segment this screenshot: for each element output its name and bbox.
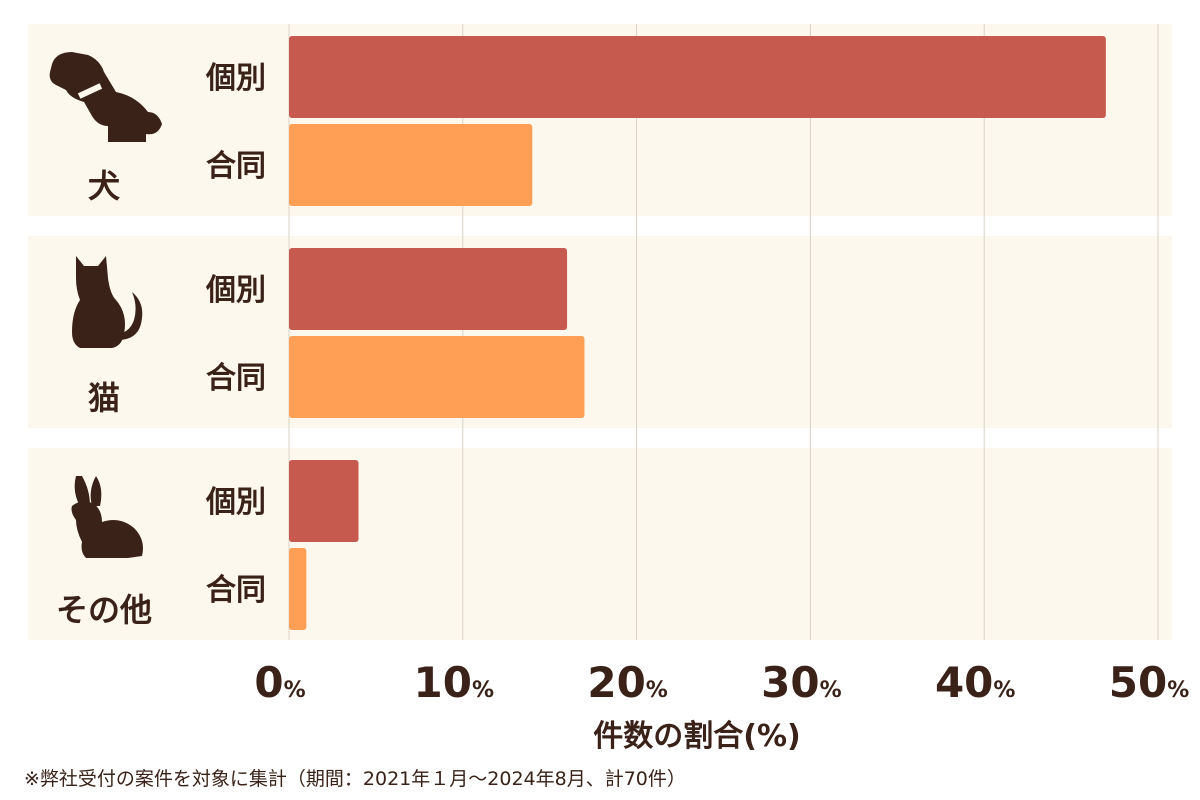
bar [289,124,533,206]
category-label: 犬 [88,167,120,205]
x-tick-label: 20% [587,658,668,707]
category-label: その他 [56,591,152,629]
icons [49,52,162,558]
x-axis-title: 件数の割合(%) [593,719,800,754]
cat-icon [72,256,143,348]
bar [289,548,307,630]
bar-label: 合同 [206,573,266,608]
bar-label: 個別 [205,273,266,308]
bar-label: 個別 [205,61,266,96]
x-tick-label: 50% [1109,658,1190,707]
bar-label: 合同 [206,361,266,396]
x-tick-label: 40% [935,658,1015,707]
dog-icon [49,52,162,142]
bar-label: 個別 [205,485,266,520]
bar [289,460,359,542]
rabbit-icon [71,476,143,558]
x-tick-label: 0% [254,658,305,707]
bar [289,248,568,330]
bars [289,36,1106,630]
x-tick-label: 30% [761,658,842,707]
category-label: 猫 [88,379,120,417]
x-axis: 件数の割合(%) 0% 10% 20% 30% 40% 50% [254,658,1189,754]
group-panel [28,236,1172,428]
x-tick-label: 10% [414,658,495,707]
bar-label: 合同 [206,149,266,184]
group-panel [28,448,1172,640]
footnote: ※弊社受付の案件を対象に集計（期間：2021年１月～2024年8月、計70件） [24,768,686,790]
bar [289,36,1106,118]
bar [289,336,585,418]
